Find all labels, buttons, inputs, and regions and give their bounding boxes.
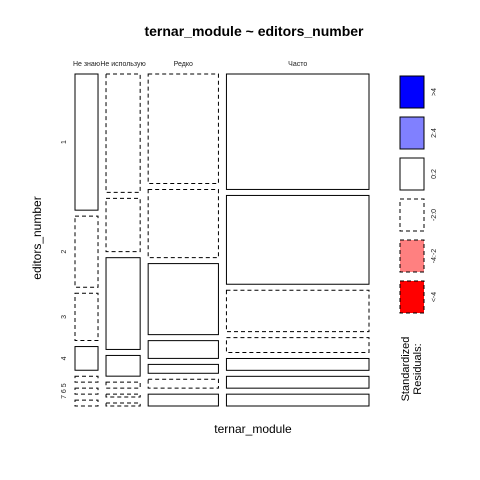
legend-swatch (399, 75, 425, 109)
mosaic-tile (105, 402, 141, 407)
mosaic-tile (147, 340, 219, 359)
row-label: 2 (61, 250, 68, 254)
mosaic-tile (105, 257, 141, 350)
mosaic-tile (225, 73, 370, 190)
mosaic-tile (225, 337, 370, 353)
legend-swatch (399, 198, 425, 232)
legend-swatch (399, 157, 425, 191)
legend-label: -4:-2 (431, 249, 438, 264)
legend-label: <-4 (431, 292, 438, 302)
mosaic-tile (225, 375, 370, 389)
column-labels: Не знаю Не использую Редко Часто (73, 61, 307, 68)
mosaic-tile (147, 189, 219, 259)
mosaic-tile (147, 263, 219, 336)
column-label: Редко (174, 61, 193, 68)
y-axis-title: editors_number (30, 196, 44, 279)
mosaic-tile (147, 393, 219, 407)
mosaic-tile (147, 378, 219, 389)
legend-swatch (399, 116, 425, 150)
mosaic-tile (105, 393, 141, 398)
column-label: Не использую (100, 61, 145, 68)
legend-swatch (399, 280, 425, 314)
column-label: Не знаю (73, 61, 100, 68)
mosaic-tile (105, 197, 141, 253)
mosaic-tile (105, 354, 141, 377)
mosaic-tile (105, 73, 141, 193)
x-axis-title: ternar_module (214, 422, 292, 436)
mosaic-tile (74, 215, 99, 288)
legend-swatch (399, 239, 425, 273)
row-label: 3 (61, 315, 68, 319)
mosaic-tile (225, 289, 370, 333)
mosaic-tile (74, 292, 99, 342)
mosaic-tile (105, 381, 141, 389)
column-label: Часто (288, 61, 307, 68)
mosaic-tile (74, 346, 99, 371)
mosaic-tile (225, 357, 370, 371)
mosaic-tile (147, 73, 219, 185)
legend-label: >4 (431, 88, 438, 96)
row-label: 1 (61, 140, 68, 144)
row-label: 4 (61, 356, 68, 360)
row-labels: 1 2 3 4 7 6 5 (61, 140, 68, 399)
chart-title: ternar_module ~ editors_number (144, 23, 364, 39)
row-label: 7 6 5 (61, 383, 68, 399)
residual-legend: >4 2:4 0:2 -2:0 -4:-2 <-4 Standardized Residual… (399, 75, 438, 402)
mosaic-tiles (74, 73, 370, 407)
mosaic-tile (147, 363, 219, 374)
legend-label: 2:4 (431, 128, 438, 138)
mosaic-tile (74, 399, 99, 407)
legend-title-line1: Standardized (400, 337, 412, 402)
legend-label: 0:2 (431, 169, 438, 179)
mosaic-tile (225, 194, 370, 285)
mosaic-tile (74, 375, 99, 383)
mosaic-tile (225, 393, 370, 407)
legend-title-line2: Residuals: (412, 343, 424, 394)
mosaic-tile (74, 73, 99, 211)
mosaic-tile (74, 387, 99, 395)
legend-label: -2:0 (431, 209, 438, 221)
